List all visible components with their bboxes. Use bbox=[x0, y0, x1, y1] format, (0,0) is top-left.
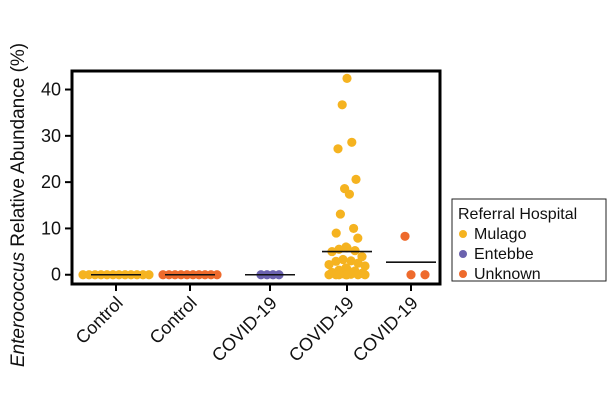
data-point bbox=[349, 223, 359, 234]
legend-swatch bbox=[459, 230, 467, 238]
plot-frame bbox=[70, 69, 442, 286]
data-point bbox=[406, 270, 416, 280]
data-point bbox=[324, 270, 334, 280]
data-point bbox=[400, 231, 410, 241]
x-tick-label: Control bbox=[146, 293, 201, 348]
legend-label: Unknown bbox=[474, 266, 541, 283]
y-tick-label: 10 bbox=[41, 218, 61, 238]
data-point bbox=[334, 270, 344, 280]
data-point bbox=[350, 246, 360, 256]
x-tick-label: Control bbox=[72, 293, 127, 348]
y-axis: 0 10 20 30 40 bbox=[41, 80, 72, 285]
data-point bbox=[344, 189, 354, 199]
data-point bbox=[331, 228, 341, 238]
data-point bbox=[353, 270, 363, 280]
plot-area bbox=[70, 69, 442, 286]
data-point bbox=[338, 254, 348, 265]
legend: Referral Hospital Mulago Entebbe Unknown bbox=[451, 198, 607, 283]
data-point bbox=[420, 270, 430, 280]
data-point bbox=[353, 258, 363, 268]
y-tick-label: 30 bbox=[41, 126, 61, 146]
legend-swatch bbox=[459, 270, 467, 278]
data-point bbox=[351, 174, 361, 184]
data-point bbox=[144, 270, 154, 280]
y-tick-label: 0 bbox=[51, 265, 61, 285]
data-point bbox=[337, 100, 347, 110]
y-tick-label: 40 bbox=[41, 80, 61, 100]
data-point bbox=[333, 144, 343, 154]
x-tick-label: COVID-19 bbox=[285, 293, 358, 366]
y-axis-label-italic: Enterococcus bbox=[8, 252, 29, 368]
legend-label: Entebbe bbox=[474, 246, 534, 263]
data-point bbox=[346, 256, 356, 266]
data-point bbox=[212, 270, 222, 280]
data-point bbox=[335, 209, 345, 219]
y-axis-label-rest: Relative Abundance (%) bbox=[8, 43, 29, 252]
legend-swatch bbox=[459, 250, 467, 258]
legend-label: Mulago bbox=[474, 226, 527, 243]
legend-box bbox=[451, 198, 607, 282]
legend-title: Referral Hospital bbox=[458, 206, 577, 223]
x-tick-label: COVID-19 bbox=[349, 293, 422, 366]
data-point bbox=[331, 256, 341, 266]
data-point bbox=[347, 137, 357, 147]
data-point bbox=[342, 73, 352, 84]
data-point bbox=[324, 259, 334, 270]
y-tick-label: 20 bbox=[41, 172, 61, 192]
data-point bbox=[360, 270, 370, 280]
data-point bbox=[353, 233, 363, 243]
y-axis-label: Enterococcus Relative Abundance (%) bbox=[8, 43, 29, 367]
data-point bbox=[342, 270, 352, 280]
x-tick-label: COVID-19 bbox=[208, 293, 281, 366]
data-point bbox=[342, 243, 352, 253]
data-point bbox=[360, 261, 370, 271]
